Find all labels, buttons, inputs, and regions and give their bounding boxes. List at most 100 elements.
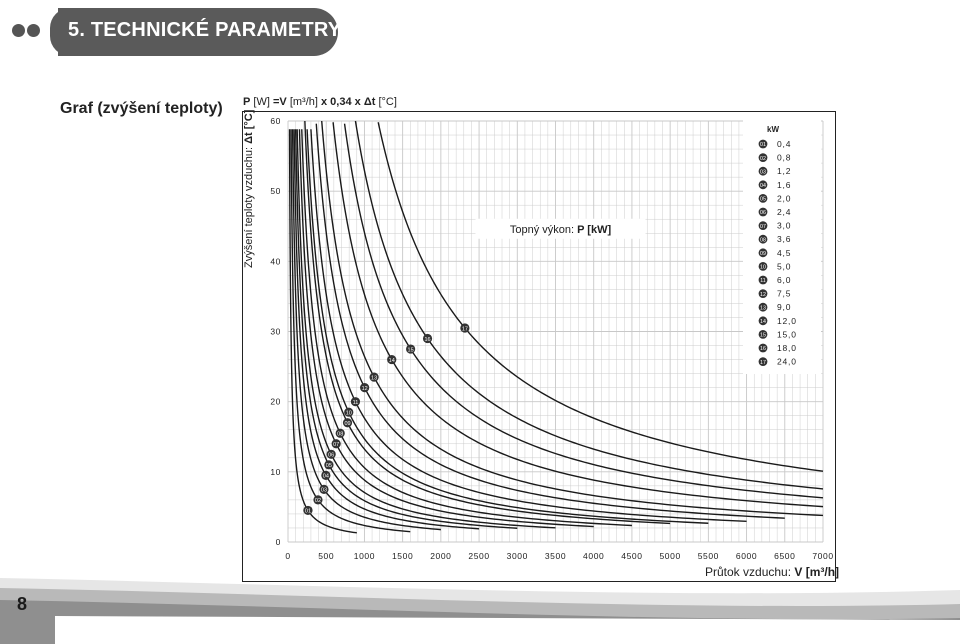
legend-value: 0,8 bbox=[777, 153, 791, 163]
legend-value: 24,0 bbox=[777, 357, 797, 367]
curve-13 bbox=[321, 120, 824, 517]
x-axis-label-symbol: V [m³/h] bbox=[794, 565, 840, 579]
curve-07 bbox=[298, 129, 594, 528]
legend-marker-label: 11 bbox=[760, 278, 766, 284]
chart-title-box bbox=[475, 218, 646, 239]
curve-marker-16 bbox=[422, 333, 433, 344]
y-tick-label: 60 bbox=[270, 116, 281, 126]
x-axis-label-text: Průtok vzduchu: bbox=[705, 565, 792, 579]
formula: P [W] =V [m³/h] x 0,34 x Δt [°C] bbox=[243, 96, 397, 108]
curve-12 bbox=[315, 123, 785, 519]
formula-factor: x 0,34 x bbox=[321, 96, 361, 108]
legend-marker-label: 16 bbox=[760, 346, 766, 352]
legend-box bbox=[743, 118, 821, 374]
curve-marker-10 bbox=[344, 407, 354, 417]
legend-marker bbox=[758, 180, 768, 190]
x-tick-label: 6500 bbox=[774, 551, 795, 561]
legend-value: 7,5 bbox=[777, 289, 791, 299]
y-tick-label: 10 bbox=[270, 467, 281, 477]
legend-marker-label: 05 bbox=[760, 197, 766, 203]
curve-marker-label: 05 bbox=[326, 463, 332, 469]
header-dots bbox=[12, 24, 42, 42]
curve-06 bbox=[296, 129, 556, 529]
legend-marker bbox=[758, 357, 768, 366]
x-tick-label: 3000 bbox=[507, 551, 528, 561]
legend-marker bbox=[758, 302, 768, 312]
curve-marker-12 bbox=[360, 383, 370, 393]
legend-marker-label: 08 bbox=[760, 237, 766, 243]
y-tick-label: 20 bbox=[270, 397, 281, 407]
chart-title: Topný výkon: P [kW] bbox=[510, 224, 612, 236]
curve-marker-label: 08 bbox=[337, 432, 343, 438]
x-tick-label: 2000 bbox=[430, 551, 451, 561]
formula-p-unit: [W] bbox=[253, 96, 270, 108]
curve-16 bbox=[354, 120, 824, 490]
curve-marker-09 bbox=[342, 418, 353, 428]
formula-v-unit: [m³/h] bbox=[289, 96, 318, 108]
x-tick-label: 500 bbox=[318, 551, 334, 561]
x-axis-label: Průtok vzduchu: V [m³/h] bbox=[705, 565, 839, 579]
curve-04 bbox=[293, 129, 480, 530]
legend-value: 18,0 bbox=[777, 343, 797, 353]
curve-marker-02 bbox=[313, 495, 323, 505]
formula-dt: Δt bbox=[363, 96, 376, 108]
y-tick-label: 0 bbox=[276, 537, 281, 547]
x-tick-label: 0 bbox=[285, 551, 290, 561]
curve-marker-15 bbox=[406, 344, 416, 354]
legend-value: 0,4 bbox=[777, 139, 791, 149]
curve-marker-label: 17 bbox=[462, 326, 468, 332]
legend-marker bbox=[758, 262, 768, 271]
legend-marker-label: 07 bbox=[760, 224, 766, 230]
legend-marker-label: 12 bbox=[760, 292, 766, 298]
curve-marker-06 bbox=[326, 449, 336, 459]
legend-marker-label: 09 bbox=[760, 251, 766, 257]
legend-marker-label: 14 bbox=[760, 319, 766, 325]
y-tick-label: 30 bbox=[270, 327, 281, 337]
curve-02 bbox=[290, 129, 411, 533]
curve-marker-01 bbox=[303, 505, 313, 516]
x-tick-label: 5500 bbox=[698, 551, 719, 561]
curve-marker-11 bbox=[350, 397, 361, 407]
curve-17 bbox=[377, 122, 824, 472]
legend-marker-label: 17 bbox=[760, 360, 766, 366]
curve-marker-label: 14 bbox=[389, 358, 395, 364]
curve-15 bbox=[343, 123, 824, 499]
curve-11 bbox=[310, 129, 747, 523]
curve-marker-label: 04 bbox=[323, 474, 329, 480]
x-tick-label: 1000 bbox=[354, 551, 375, 561]
legend-value: 1,6 bbox=[777, 180, 791, 190]
legend-value: 12,0 bbox=[777, 316, 797, 326]
x-tick-label: 1500 bbox=[392, 551, 413, 561]
header-dot-icon bbox=[27, 24, 40, 37]
legend-value: 1,2 bbox=[777, 166, 791, 176]
legend-marker bbox=[758, 248, 768, 258]
curve-marker-label: 06 bbox=[328, 453, 334, 459]
legend-value: 2,4 bbox=[777, 207, 791, 217]
legend-marker-label: 02 bbox=[760, 156, 766, 162]
legend-marker bbox=[758, 234, 768, 244]
curve-marker-label: 01 bbox=[305, 509, 311, 515]
x-tick-label: 7000 bbox=[812, 551, 833, 561]
curve-10 bbox=[306, 129, 709, 524]
legend-value: 2,0 bbox=[777, 193, 791, 203]
formula-dt-unit: [°C] bbox=[378, 96, 397, 108]
header-bar bbox=[50, 8, 338, 56]
section-title: Graf (zvýšení teploty) bbox=[60, 100, 223, 117]
curve-marker-17 bbox=[460, 323, 470, 333]
legend-value: 15,0 bbox=[777, 329, 797, 339]
legend-header: kW bbox=[767, 125, 779, 134]
legend-value: 6,0 bbox=[777, 275, 791, 285]
curve-marker-label: 07 bbox=[333, 442, 339, 448]
formula-p: P bbox=[243, 96, 251, 108]
curve-marker-label: 13 bbox=[371, 375, 377, 381]
legend-value: 3,0 bbox=[777, 221, 791, 231]
legend-marker bbox=[758, 316, 768, 326]
curve-marker-label: 16 bbox=[424, 337, 430, 343]
legend-marker bbox=[758, 139, 768, 149]
formula-eq: = bbox=[272, 96, 280, 108]
footer-swoosh bbox=[0, 578, 960, 644]
legend-marker bbox=[758, 194, 768, 203]
page-title: 5. TECHNICKÉ PARAMETRY bbox=[68, 19, 342, 41]
legend-marker-label: 01 bbox=[760, 142, 766, 148]
legend-marker bbox=[758, 207, 768, 217]
